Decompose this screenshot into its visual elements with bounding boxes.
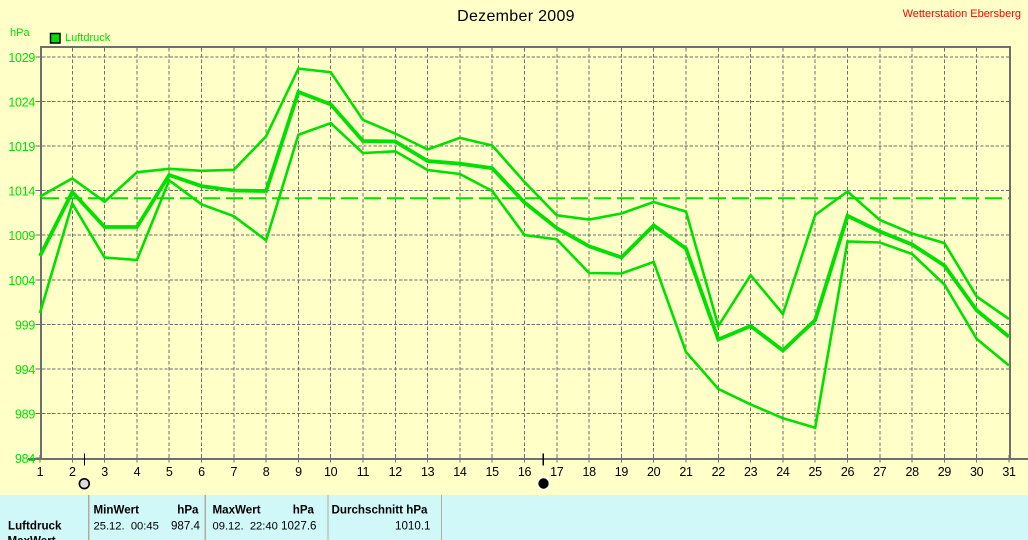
- svg-text:1019: 1019: [8, 140, 35, 154]
- svg-text:13: 13: [421, 465, 435, 479]
- svg-text:1004: 1004: [8, 274, 35, 288]
- svg-text:987.4: 987.4: [171, 520, 201, 533]
- svg-text:8: 8: [263, 465, 270, 479]
- svg-text:1: 1: [37, 465, 44, 479]
- svg-text:24: 24: [776, 465, 790, 479]
- svg-text:1027.6: 1027.6: [281, 520, 316, 533]
- svg-text:12: 12: [389, 465, 403, 479]
- svg-text:Wetterstation Ebersberg: Wetterstation Ebersberg: [903, 8, 1021, 20]
- svg-text:hPa: hPa: [10, 27, 30, 39]
- svg-text:Luftdruck: Luftdruck: [65, 32, 111, 44]
- svg-text:989: 989: [15, 407, 35, 421]
- svg-text:27: 27: [873, 465, 887, 479]
- svg-text:994: 994: [15, 363, 35, 377]
- svg-text:16: 16: [518, 465, 532, 479]
- svg-text:999: 999: [15, 318, 35, 332]
- svg-text:hPa: hPa: [406, 503, 428, 516]
- svg-text:MinWert: MinWert: [94, 503, 140, 516]
- svg-text:28: 28: [905, 465, 919, 479]
- svg-text:10: 10: [324, 465, 338, 479]
- svg-text:25.12. 00:45: 25.12. 00:45: [94, 521, 159, 533]
- svg-text:Durchschnitt: Durchschnitt: [332, 503, 404, 516]
- svg-text:20: 20: [647, 465, 661, 479]
- svg-text:14: 14: [453, 465, 467, 479]
- svg-text:21: 21: [679, 465, 693, 479]
- svg-text:5: 5: [166, 465, 173, 479]
- svg-text:hPa: hPa: [177, 503, 199, 516]
- svg-text:7: 7: [230, 465, 237, 479]
- svg-text:2: 2: [69, 465, 76, 479]
- svg-text:26: 26: [841, 465, 855, 479]
- svg-text:1010.1: 1010.1: [395, 520, 430, 533]
- svg-text:09.12. 22:40: 09.12. 22:40: [213, 521, 278, 533]
- svg-text:MaxWert: MaxWert: [213, 503, 261, 516]
- svg-text:1024: 1024: [8, 96, 35, 110]
- svg-text:29: 29: [938, 465, 952, 479]
- svg-text:MaxWert: MaxWert: [8, 535, 56, 540]
- svg-text:Dezember 2009: Dezember 2009: [457, 8, 575, 25]
- svg-text:3: 3: [101, 465, 108, 479]
- svg-text:hPa: hPa: [293, 503, 315, 516]
- svg-text:18: 18: [582, 465, 596, 479]
- svg-text:6: 6: [198, 465, 205, 479]
- svg-text:984: 984: [15, 452, 35, 466]
- svg-text:15: 15: [486, 465, 500, 479]
- svg-text:17: 17: [550, 465, 564, 479]
- svg-text:Luftdruck: Luftdruck: [8, 520, 62, 533]
- svg-text:30: 30: [970, 465, 984, 479]
- svg-text:19: 19: [615, 465, 629, 479]
- svg-text:9: 9: [295, 465, 302, 479]
- svg-text:4: 4: [134, 465, 141, 479]
- svg-text:22: 22: [712, 465, 726, 479]
- svg-text:1009: 1009: [8, 229, 35, 243]
- svg-text:31: 31: [1002, 465, 1016, 479]
- svg-text:1014: 1014: [8, 185, 35, 199]
- svg-text:11: 11: [357, 465, 370, 479]
- svg-text:25: 25: [809, 465, 823, 479]
- svg-text:1029: 1029: [8, 51, 35, 65]
- svg-text:23: 23: [744, 465, 758, 479]
